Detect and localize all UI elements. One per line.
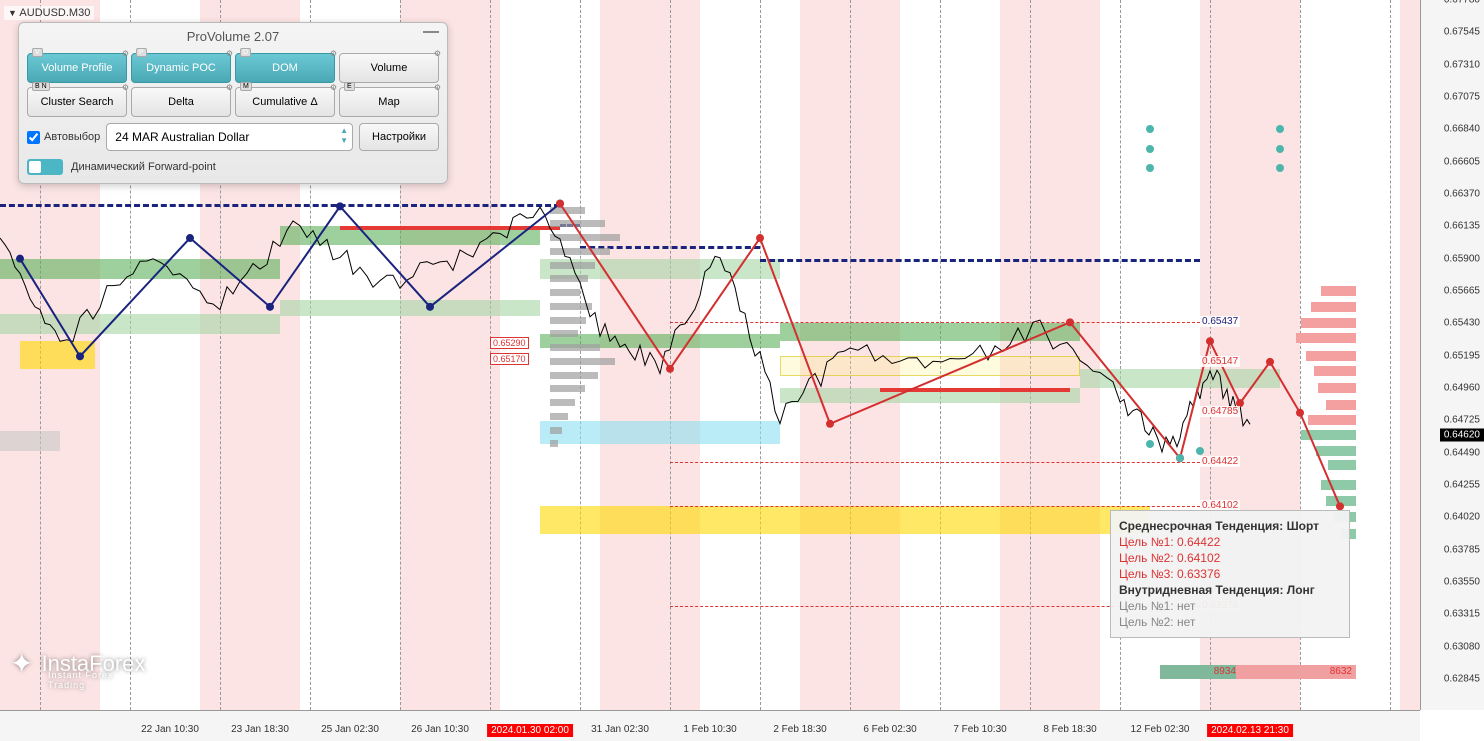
panel-title: ProVolume 2.07	[19, 29, 447, 44]
forward-point-label: Динамический Forward-point	[71, 161, 216, 173]
panel-btn-cumulative-δ[interactable]: Cumulative ΔM⚙	[235, 87, 335, 117]
settings-button[interactable]: Настройки	[359, 123, 439, 151]
tendency-panel: Среднесрочная Тенденция: Шорт Цель №1: 0…	[1110, 510, 1350, 638]
instrument-value: 24 MAR Australian Dollar	[115, 130, 249, 144]
autoselect-label: Автовыбор	[44, 131, 100, 143]
panel-btn-volume-profile[interactable]: Volume ProfileV⚙	[27, 53, 127, 83]
panel-btn-volume[interactable]: Volume⚙	[339, 53, 439, 83]
mid-target-2: Цель №2: 0.64102	[1119, 551, 1341, 565]
panel-btn-dynamic-poc[interactable]: Dynamic POCP⚙	[131, 53, 231, 83]
panel-btn-map[interactable]: MapE⚙	[339, 87, 439, 117]
intra-tendency-title: Внутридневная Тенденция: Лонг	[1119, 583, 1341, 597]
mid-target-1: Цель №1: 0.64422	[1119, 535, 1341, 549]
y-axis: 0.677800.675450.673100.670750.668400.666…	[1420, 0, 1484, 710]
chart-area[interactable]: 0.654370.651470.647850.644220.641020.633…	[0, 0, 1420, 710]
mid-target-3: Цель №3: 0.63376	[1119, 567, 1341, 581]
forward-point-toggle[interactable]	[27, 159, 63, 175]
star-icon: ✦	[10, 647, 33, 680]
panel-btn-delta[interactable]: Delta⚙	[131, 87, 231, 117]
provolume-panel: ProVolume 2.07 Volume ProfileV⚙Dynamic P…	[18, 22, 448, 184]
logo-subtitle: Instant Forex Trading	[48, 670, 145, 690]
minimize-icon[interactable]	[423, 31, 439, 33]
select-arrows-icon: ▲▼	[340, 126, 348, 146]
autoselect-input[interactable]	[27, 131, 40, 144]
x-axis: 22 Jan 10:3023 Jan 18:3025 Jan 02:3026 J…	[0, 710, 1420, 741]
panel-btn-dom[interactable]: DOMD⚙	[235, 53, 335, 83]
volume-bottom-left: 8934	[1160, 665, 1240, 679]
logo: ✦ InstaForex Instant Forex Trading	[10, 647, 145, 680]
instrument-select[interactable]: 24 MAR Australian Dollar ▲▼	[106, 123, 353, 151]
intra-target-1: Цель №1: нет	[1119, 599, 1341, 613]
intra-target-2: Цель №2: нет	[1119, 615, 1341, 629]
mid-tendency-title: Среднесрочная Тенденция: Шорт	[1119, 519, 1341, 533]
volume-bottom-right: 8632	[1236, 665, 1356, 679]
panel-btn-cluster-search[interactable]: Cluster SearchB N⚙	[27, 87, 127, 117]
symbol-label: AUDUSD.M30	[4, 6, 94, 20]
autoselect-checkbox[interactable]: Автовыбор	[27, 131, 100, 144]
